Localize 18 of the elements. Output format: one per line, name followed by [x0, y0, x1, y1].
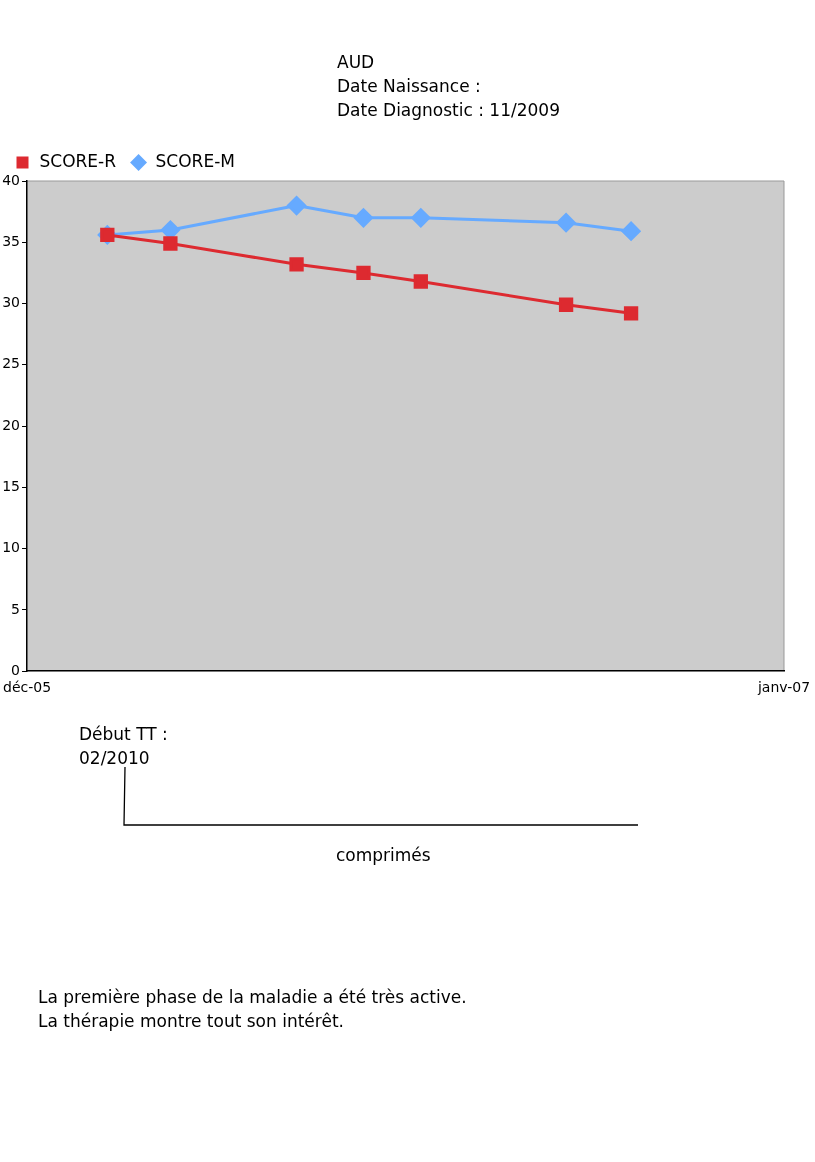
chart-title: AUD: [337, 51, 375, 74]
y-tick-label: 35: [2, 232, 21, 249]
y-tick-label: 10: [2, 539, 21, 556]
chart-subtitle: Date Naissance : Date Diagnostic : 11/2009: [337, 75, 560, 122]
y-tick-label: 40: [2, 171, 21, 188]
y-tick-label: 15: [2, 478, 21, 495]
x-tick-label: déc-05: [2, 679, 52, 696]
legend-label: SCORE-R: [39, 150, 117, 171]
x-tick-label: janv-07: [756, 679, 811, 696]
y-tick-label: 20: [2, 416, 21, 433]
y-tick-label: 0: [11, 661, 21, 678]
text: La première phase de la maladie a été très active. La thérapie montre tout son intérêt.: [38, 986, 467, 1033]
text: comprimés: [336, 844, 431, 867]
y-tick-label: 25: [2, 355, 21, 372]
legend-label: SCORE-M: [155, 150, 235, 171]
y-tick-label: 30: [2, 294, 21, 311]
text: Début TT : 02/2010: [79, 723, 168, 770]
y-tick-label: 5: [11, 600, 21, 617]
